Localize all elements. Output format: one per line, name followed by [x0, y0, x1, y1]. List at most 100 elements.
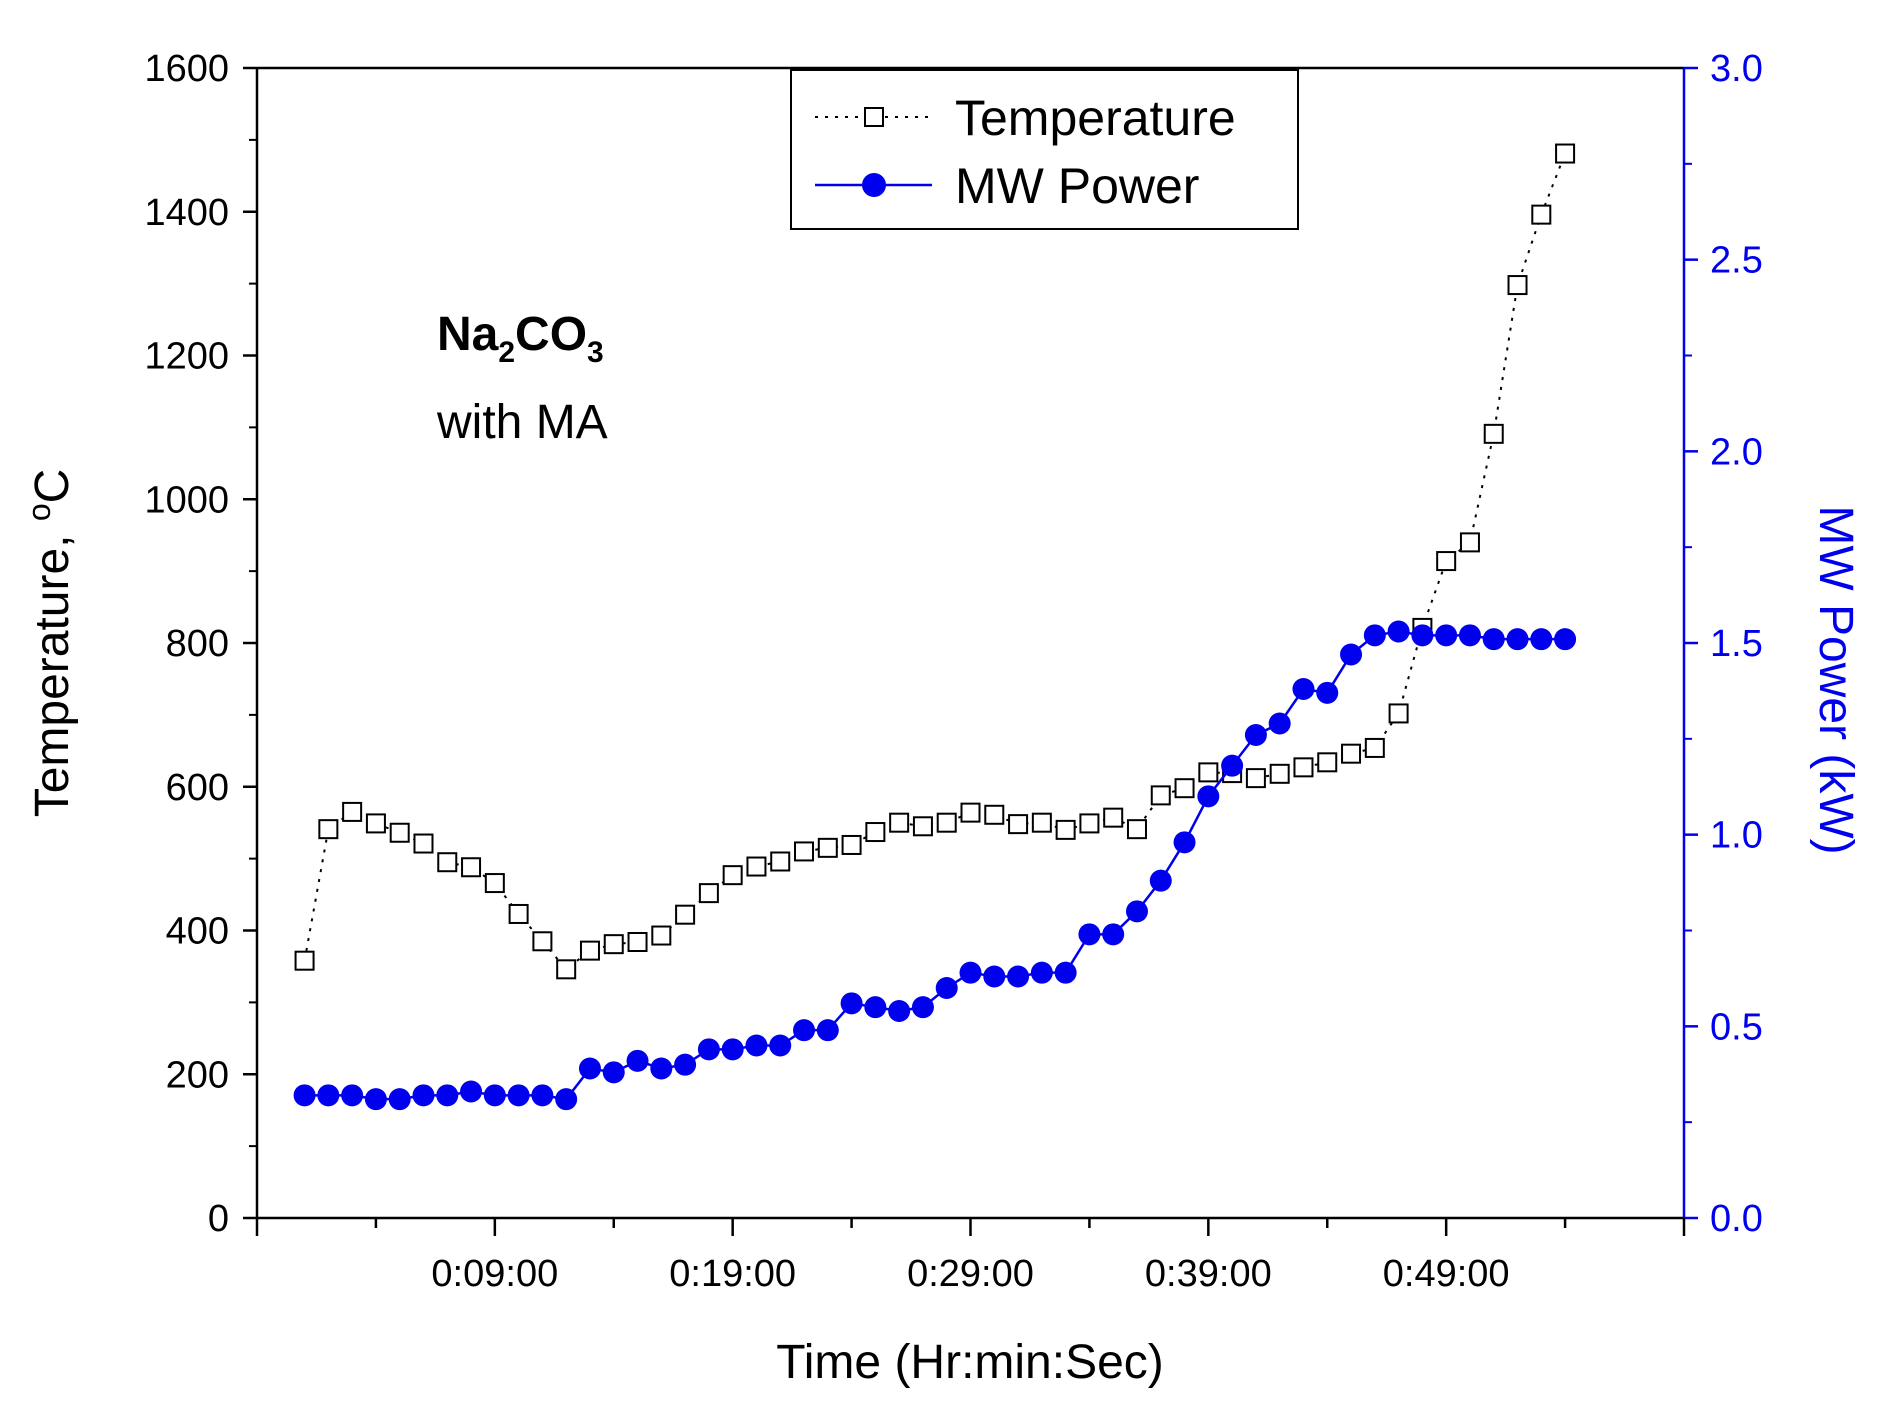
power-point — [436, 1084, 459, 1107]
temperature-point — [461, 857, 482, 878]
y2-tick-label: 0.0 — [1710, 1198, 1763, 1240]
temperature-point — [1459, 532, 1480, 553]
y-axis-title-degree: o — [21, 503, 57, 521]
power-point — [1530, 628, 1553, 651]
y-tick-label: 200 — [166, 1054, 229, 1096]
x-tick-label: 0:09:00 — [431, 1253, 558, 1295]
y2-tick-label: 2.0 — [1710, 431, 1763, 473]
temperature-point — [532, 931, 553, 952]
temperature-point — [437, 852, 458, 873]
temperature-point — [984, 804, 1005, 825]
temperature-point — [1174, 778, 1195, 799]
temperature-point — [1198, 762, 1219, 783]
temperature-point — [1317, 752, 1338, 773]
power-point — [388, 1088, 411, 1111]
temperature-point — [1341, 743, 1362, 764]
temperature-point — [342, 801, 363, 822]
temperature-point — [1436, 551, 1457, 572]
temperature-point — [1483, 423, 1504, 444]
legend: Temperature MW Power — [790, 69, 1299, 230]
y-tick-label: 400 — [166, 911, 229, 953]
temperature-point — [865, 822, 886, 843]
power-point — [1435, 624, 1458, 647]
temperature-point — [1293, 757, 1314, 778]
y-tick-label: 0 — [208, 1198, 229, 1240]
temperature-point — [722, 865, 743, 886]
power-point — [983, 965, 1006, 988]
temperature-point — [841, 834, 862, 855]
power-point — [816, 1019, 839, 1042]
temperature-point — [936, 812, 957, 833]
power-point — [1197, 785, 1220, 808]
temperature-point — [1079, 813, 1100, 834]
x-tick-label: 0:49:00 — [1383, 1253, 1510, 1295]
ticks-layer: 0 200 400 600 800 1000 1200 1400 1600 0.0 0.5 1.0 1.… — [144, 48, 1762, 1295]
power-point — [935, 977, 958, 999]
x-axis-title: Time (Hr:min:Sec) — [776, 1336, 1164, 1389]
formula-part-4: 3 — [587, 336, 604, 369]
temperature-point — [627, 932, 648, 952]
x-tick-label: 0:19:00 — [669, 1253, 796, 1295]
power-point — [1030, 961, 1053, 984]
y2-tick-label: 2.5 — [1710, 240, 1763, 282]
x-tick-label: 0:39:00 — [1145, 1253, 1272, 1295]
y-tick-label: 1000 — [144, 479, 229, 521]
power-point — [1316, 681, 1339, 704]
power-point — [1102, 923, 1125, 946]
y-tick-label: 1400 — [144, 192, 229, 234]
y-axis-title-unit: C — [26, 469, 79, 504]
formula-part-1: Na — [437, 308, 499, 361]
y-tick-label: 600 — [166, 767, 229, 809]
annotation-line2: with MA — [436, 396, 608, 449]
power-point — [555, 1088, 578, 1111]
power-point — [1268, 712, 1291, 735]
power-point — [769, 1034, 792, 1057]
power-point — [317, 1084, 340, 1107]
y-tick-label: 800 — [166, 623, 229, 665]
temperature-point — [1245, 768, 1266, 789]
temperature-point — [318, 819, 339, 840]
temperature-point — [698, 883, 719, 904]
temperature-point — [1055, 819, 1076, 840]
x-tick-label: 0:29:00 — [907, 1253, 1034, 1295]
power-point — [1054, 961, 1077, 984]
y-tick-label: 1600 — [144, 48, 229, 90]
temperature-point — [413, 833, 434, 854]
legend-box — [790, 69, 1299, 230]
temperature-point — [484, 873, 505, 894]
power-point — [531, 1084, 554, 1107]
temperature-point — [770, 851, 791, 872]
power-point — [602, 1061, 625, 1084]
power-point — [1506, 628, 1529, 651]
power-point — [1173, 831, 1196, 854]
power-point — [626, 1049, 649, 1072]
power-point — [1363, 624, 1386, 647]
temperature-point — [389, 822, 410, 843]
temperature-point — [1150, 785, 1171, 806]
formula-part-2: 2 — [498, 336, 515, 369]
y-axis-title-text: Temperature, — [26, 521, 79, 817]
legend-temperature-marker — [864, 107, 884, 127]
power-point — [697, 1038, 720, 1061]
power-point — [888, 1000, 911, 1022]
temperature-point — [1126, 819, 1147, 840]
temperature-point — [675, 904, 696, 925]
temperature-point — [889, 812, 910, 833]
legend-power-label: MW Power — [955, 158, 1199, 214]
power-point — [460, 1080, 483, 1103]
power-point — [793, 1019, 816, 1042]
temperature-point — [508, 903, 529, 924]
temperature-point — [1031, 812, 1052, 833]
series-layer — [293, 143, 1577, 1111]
power-point — [864, 996, 887, 1019]
power-point — [341, 1084, 364, 1107]
formula-part-3: CO — [515, 308, 587, 361]
temperature-point — [651, 925, 672, 946]
power-point — [293, 1084, 316, 1107]
power-point — [1340, 643, 1363, 666]
power-point — [1458, 624, 1481, 647]
power-point — [745, 1034, 768, 1057]
temperature-point — [294, 950, 315, 971]
power-point — [483, 1084, 506, 1107]
